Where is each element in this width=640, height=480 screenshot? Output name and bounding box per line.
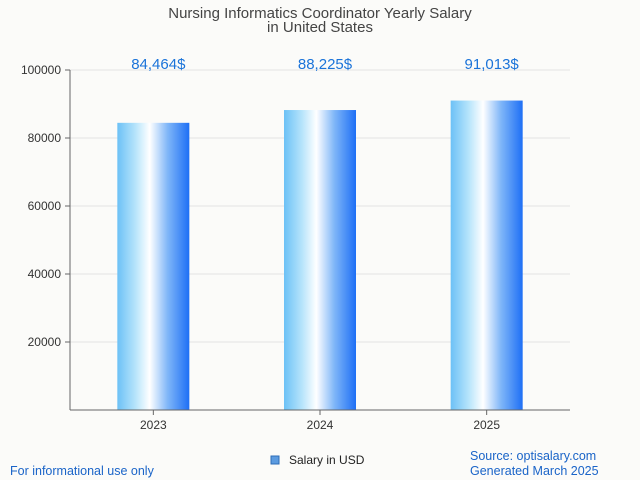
data-label: 91,013$	[465, 56, 520, 73]
data-label: 88,225$	[298, 56, 353, 73]
legend-label: Salary in USD	[289, 453, 365, 467]
data-labels: 84,464$ 88,225$ 91,013$	[131, 56, 519, 73]
bar	[117, 122, 190, 411]
generated-text: Generated March 2025	[470, 464, 599, 478]
data-label: 84,464$	[131, 56, 186, 73]
x-axis-ticks: 2023 2024 2025	[140, 410, 500, 432]
bars	[117, 100, 523, 411]
y-tick-label: 60000	[28, 199, 62, 213]
legend-swatch	[270, 455, 280, 465]
chart-title: Nursing Informatics Coordinator Yearly S…	[168, 5, 472, 22]
y-tick-label: 100000	[21, 63, 61, 77]
chart-subtitle: in United States	[267, 19, 373, 36]
x-tick-label: 2023	[140, 418, 167, 432]
x-tick-label: 2024	[307, 418, 334, 432]
y-tick-label: 40000	[28, 267, 62, 281]
legend: Salary in USD	[270, 453, 365, 467]
disclaimer-text: For informational use only	[10, 464, 155, 478]
bar	[450, 100, 523, 411]
source-text: Source: optisalary.com	[470, 449, 596, 463]
x-tick-label: 2025	[473, 418, 500, 432]
bar	[284, 110, 356, 410]
y-axis-ticks: 20000 40000 60000 80000 100000	[21, 63, 70, 349]
y-tick-label: 80000	[28, 131, 62, 145]
y-tick-label: 20000	[28, 335, 62, 349]
